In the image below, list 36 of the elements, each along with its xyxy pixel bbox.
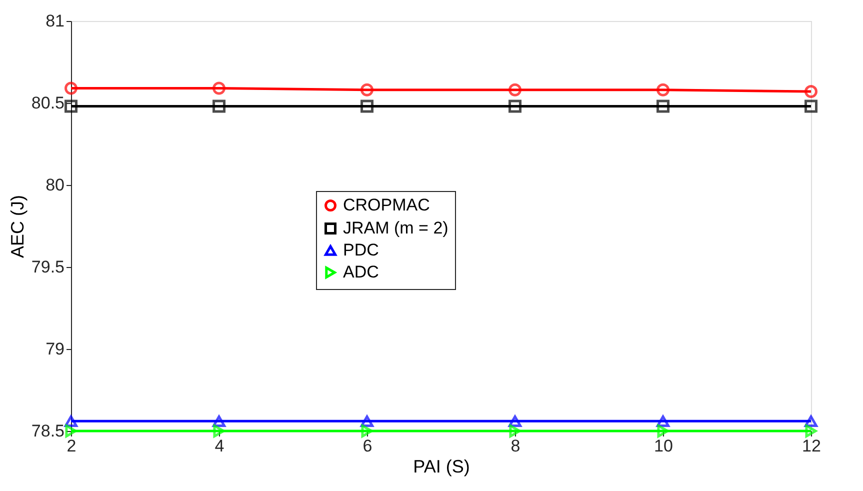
- x-axis-title: PAI (S): [413, 456, 470, 476]
- point: [509, 424, 521, 438]
- y-tick-label: 79.5: [31, 258, 64, 276]
- point: [64, 100, 78, 113]
- x-tick-label: 4: [214, 436, 224, 456]
- x-tick-label: 8: [510, 436, 520, 456]
- point: [804, 85, 818, 98]
- y-tick-label: 78.5: [31, 422, 64, 440]
- y-tick-label: 81: [46, 12, 64, 30]
- point: [65, 424, 77, 438]
- point: [508, 100, 522, 113]
- x-tick-label: 10: [654, 436, 673, 456]
- legend-label: PDC: [343, 240, 379, 260]
- y-tick-label: 80.5: [31, 94, 64, 112]
- y-tick-label: 79: [46, 340, 64, 358]
- point: [657, 424, 669, 438]
- x-tick-label: 6: [362, 436, 372, 456]
- point: [656, 83, 670, 96]
- point: [212, 82, 226, 95]
- point: [212, 100, 226, 113]
- point: [360, 83, 374, 96]
- point: [805, 424, 817, 438]
- x-tick-label: 2: [66, 436, 76, 456]
- y-tick-label: 80: [46, 176, 64, 194]
- y-axis-title: AEC (J): [7, 195, 28, 258]
- legend-label: ADC: [343, 262, 379, 282]
- point: [508, 83, 522, 96]
- point: [360, 100, 374, 113]
- legend-label: CROPMAC: [343, 196, 430, 214]
- point: [64, 82, 78, 95]
- x-tick-label: 12: [802, 436, 821, 456]
- point: [213, 424, 225, 438]
- legend-label: JRAM (m = 2): [343, 218, 448, 238]
- point: [656, 100, 670, 113]
- point: [804, 100, 818, 113]
- point: [361, 424, 373, 438]
